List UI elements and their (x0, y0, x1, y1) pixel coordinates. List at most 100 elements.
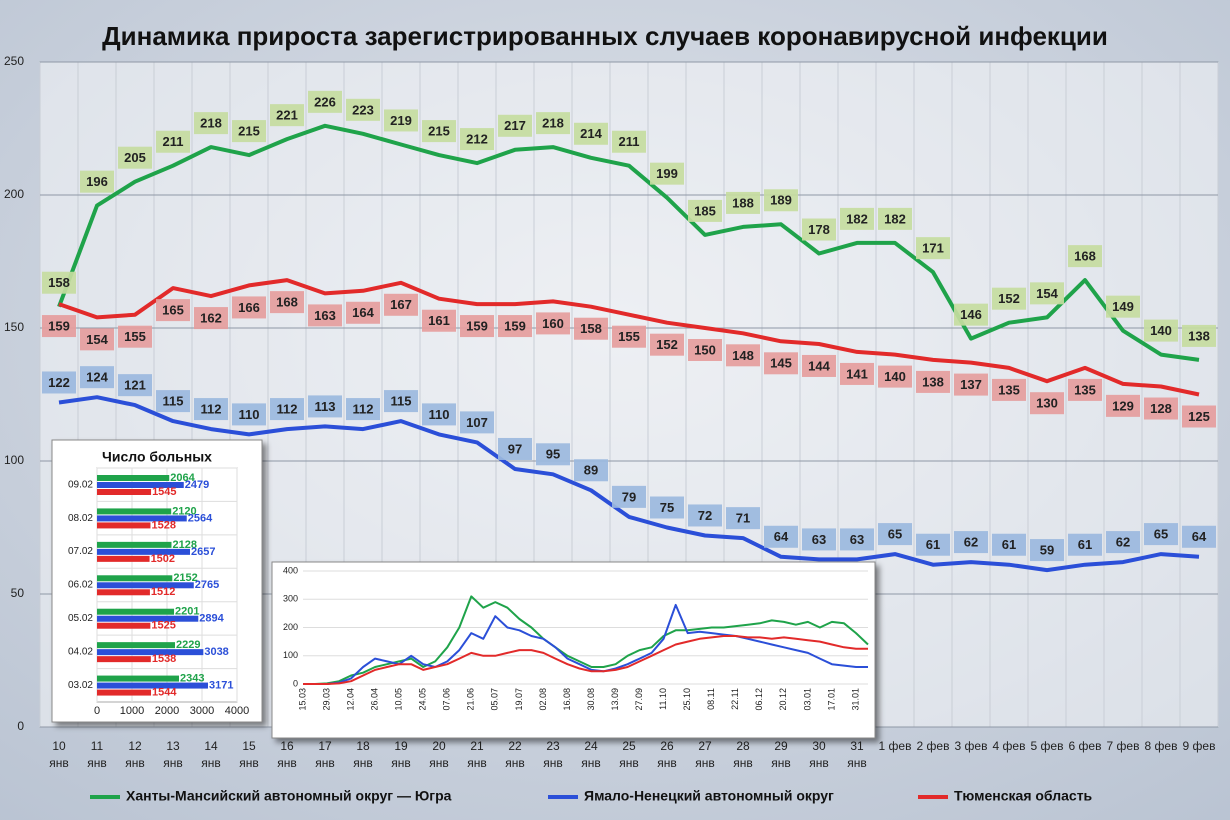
value-label: 185 (694, 203, 716, 218)
value-label-box (1030, 392, 1064, 415)
bar (97, 555, 150, 562)
x-tick-label: 27.09 (634, 688, 644, 711)
value-label-box (916, 237, 950, 260)
x-tick-label: 5 фев (1031, 739, 1064, 753)
value-label: 110 (239, 407, 260, 422)
value-label: 124 (86, 370, 108, 385)
value-label-box (270, 398, 304, 421)
value-label-box (498, 114, 532, 137)
bar (97, 575, 173, 582)
value-label: 162 (200, 311, 222, 326)
value-label: 115 (391, 394, 412, 409)
y-tick-label: 100 (283, 650, 298, 660)
value-label-box (346, 301, 380, 324)
value-label-box (308, 304, 342, 327)
x-tick-label: 30.08 (586, 688, 596, 711)
value-label: 59 (1040, 542, 1054, 557)
x-tick-label: 1000 (120, 705, 144, 717)
x-tick-label: 07.06 (442, 688, 452, 711)
value-label: 62 (964, 535, 978, 550)
value-label: 154 (86, 332, 108, 347)
x-tick-label: 17 (318, 739, 332, 753)
x-tick-label: 3 фев (955, 739, 988, 753)
value-label: 178 (808, 222, 830, 237)
x-tick-label: 3000 (190, 705, 214, 717)
x-tick-label: янв (467, 756, 487, 770)
value-label: 211 (619, 134, 640, 149)
value-label: 1544 (152, 686, 177, 698)
value-label: 135 (998, 382, 1020, 397)
value-label-box (840, 528, 874, 551)
bar (97, 515, 187, 522)
x-tick-label: 11 (91, 739, 104, 753)
value-label: 159 (48, 318, 70, 333)
value-label-box (992, 378, 1026, 401)
x-tick-label: 25 (622, 739, 636, 753)
value-label-box (1182, 324, 1216, 347)
value-label: 149 (1112, 299, 1134, 314)
value-label-box (1068, 245, 1102, 268)
x-tick-label: янв (315, 756, 335, 770)
x-tick-label: 26 (660, 739, 674, 753)
value-label-box (612, 130, 646, 153)
value-label: 112 (277, 402, 298, 417)
value-label-box (574, 459, 608, 482)
y-tick-label: 100 (4, 453, 24, 467)
value-label: 1528 (151, 519, 175, 531)
value-label: 79 (622, 489, 636, 504)
value-label: 89 (584, 463, 598, 478)
bar (97, 656, 151, 663)
value-label-box (1106, 295, 1140, 318)
value-label: 63 (812, 532, 826, 547)
value-label-box (688, 199, 722, 222)
value-label-box (802, 528, 836, 551)
value-label-box (954, 303, 988, 326)
x-tick-label: 2 фев (917, 739, 950, 753)
value-label-box (726, 191, 760, 214)
value-label-box (840, 207, 874, 230)
value-label-box (1068, 533, 1102, 556)
bar (97, 508, 172, 515)
value-label-box (156, 130, 190, 153)
bar (97, 522, 151, 529)
value-label-box (992, 287, 1026, 310)
legend-label: Ханты-Мансийский автономный округ — Югра (126, 788, 452, 804)
value-label: 141 (846, 366, 868, 381)
value-label: 97 (508, 441, 522, 456)
value-label-box (650, 162, 684, 185)
value-label: 1502 (151, 553, 175, 565)
inset-title: Число больных (102, 449, 212, 465)
x-tick-label: янв (49, 756, 69, 770)
value-label-box (612, 325, 646, 348)
value-label: 130 (1036, 396, 1058, 411)
x-tick-label: 24 (584, 739, 598, 753)
value-label-box (916, 370, 950, 393)
x-tick-label: янв (657, 756, 677, 770)
value-label: 135 (1074, 382, 1096, 397)
x-tick-label: 17.01 (826, 688, 836, 711)
x-tick-label: 18 (356, 739, 370, 753)
x-tick-label: 10.05 (394, 688, 404, 711)
value-label: 2343 (180, 672, 204, 684)
value-label: 189 (770, 193, 792, 208)
value-label: 61 (1078, 537, 1092, 552)
value-label: 1538 (152, 653, 176, 665)
y-tick-label: 200 (283, 622, 298, 632)
value-label: 3038 (204, 646, 228, 658)
value-label-box (726, 507, 760, 530)
value-label-box (346, 98, 380, 121)
chart-title: Динамика прироста зарегистрированных слу… (102, 21, 1108, 51)
x-tick-label: 14 (204, 739, 218, 753)
value-label: 152 (998, 291, 1020, 306)
x-tick-label: 4 фев (993, 739, 1026, 753)
value-label-box (840, 362, 874, 385)
value-label-box (118, 325, 152, 348)
bar (97, 482, 184, 488)
value-label-box (688, 339, 722, 361)
x-tick-label: 2000 (155, 705, 179, 717)
value-label: 159 (504, 318, 526, 333)
value-label: 211 (163, 134, 184, 149)
x-tick-label: 29.03 (321, 688, 331, 711)
value-label: 188 (732, 195, 754, 210)
x-tick-label: 02.08 (538, 688, 548, 711)
